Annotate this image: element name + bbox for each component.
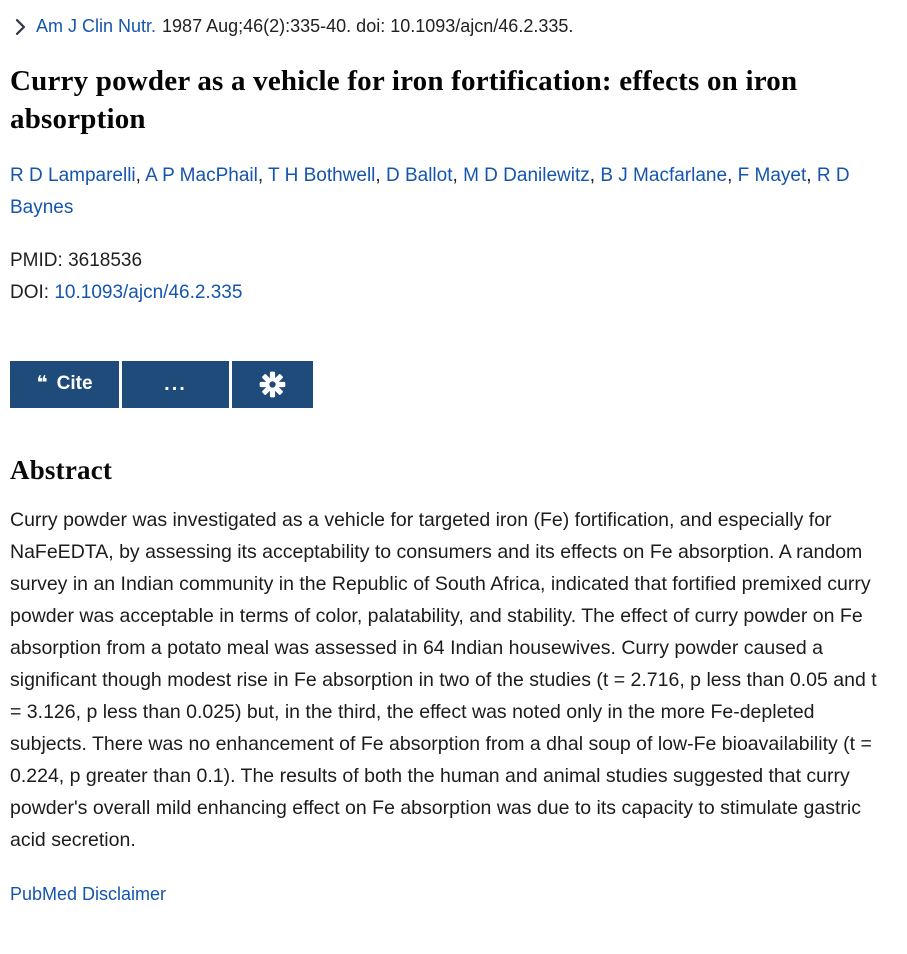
doi-label: DOI: bbox=[10, 282, 50, 304]
pmid-row: PMID: 3618536 bbox=[10, 245, 891, 277]
pubmed-disclaimer-link[interactable]: PubMed Disclaimer bbox=[10, 883, 167, 904]
author-separator: , bbox=[806, 164, 817, 186]
chevron-right-icon[interactable] bbox=[14, 18, 27, 35]
author-link[interactable]: R D Baynes bbox=[10, 164, 850, 219]
pmid-label: PMID: bbox=[10, 250, 63, 272]
author-link[interactable]: B J Macfarlane bbox=[600, 164, 728, 186]
author-separator: , bbox=[589, 164, 601, 186]
author-link[interactable]: M D Danilewitz bbox=[463, 164, 590, 186]
author-link[interactable]: T H Bothwell bbox=[268, 164, 376, 186]
journal-link[interactable]: Am J Clin Nutr. bbox=[36, 16, 157, 36]
citation-details: 1987 Aug;46(2):335-40. doi: 10.1093/ajcn… bbox=[162, 16, 574, 36]
more-options-label: ... bbox=[164, 372, 187, 395]
author-link[interactable]: F Mayet bbox=[737, 164, 807, 186]
settings-button[interactable] bbox=[232, 360, 313, 408]
doi-row: DOI: 10.1093/ajcn/46.2.335 bbox=[10, 277, 891, 309]
abstract-heading: Abstract bbox=[10, 454, 113, 485]
abstract-text: Curry powder was investigated as a vehic… bbox=[10, 508, 877, 851]
author-link[interactable]: D Ballot bbox=[385, 164, 453, 186]
authors-list: R D Lamparelli, A P MacPhail, T H Bothwe… bbox=[10, 160, 870, 225]
author-link[interactable]: R D Lamparelli bbox=[10, 164, 136, 186]
more-options-button[interactable]: ... bbox=[122, 360, 229, 408]
author-separator: , bbox=[257, 164, 269, 186]
author-separator: , bbox=[375, 164, 386, 186]
pmid-value: 3618536 bbox=[68, 250, 143, 272]
cite-button[interactable]: ❝ Cite bbox=[10, 360, 119, 408]
doi-link[interactable]: 10.1093/ajcn/46.2.335 bbox=[54, 282, 243, 304]
author-separator: , bbox=[727, 164, 738, 186]
author-separator: , bbox=[135, 164, 146, 186]
author-link[interactable]: A P MacPhail bbox=[145, 164, 258, 186]
author-separator: , bbox=[452, 164, 464, 186]
quote-icon: ❝ bbox=[36, 372, 48, 395]
action-buttons: ❝ Cite ... bbox=[10, 360, 891, 408]
identifiers: PMID: 3618536 DOI: 10.1093/ajcn/46.2.335 bbox=[10, 245, 891, 309]
citation-bar: Am J Clin Nutr. 1987 Aug;46(2):335-40. d… bbox=[10, 15, 891, 38]
gear-icon bbox=[259, 371, 286, 398]
article-page: Am J Clin Nutr. 1987 Aug;46(2):335-40. d… bbox=[10, 15, 891, 904]
cite-button-label: Cite bbox=[56, 373, 93, 395]
article-title: Curry powder as a vehicle for iron forti… bbox=[10, 65, 798, 136]
